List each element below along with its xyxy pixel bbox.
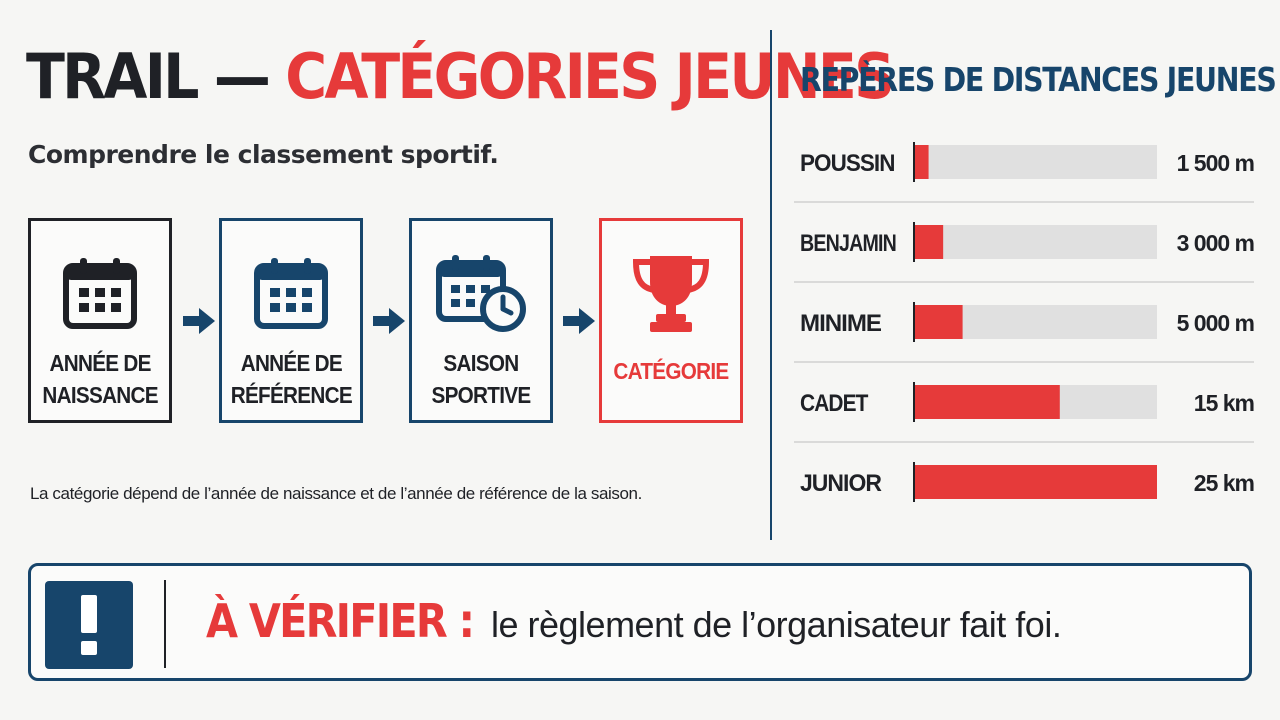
exclamation-icon: [45, 581, 133, 669]
vertical-divider: [770, 30, 772, 540]
bar-track: [914, 145, 1157, 179]
step-label: ANNÉE DE NAISSANCE: [42, 350, 158, 408]
warning-banner: À VÉRIFIER : le règlement de l’organisat…: [28, 563, 1252, 681]
warning-label: À VÉRIFIER :: [206, 594, 475, 648]
bar: [914, 145, 929, 179]
bar: [914, 465, 1157, 499]
category-label: CADET: [800, 390, 869, 417]
step-label: SAISON SPORTIVE: [431, 350, 532, 408]
title-main: TRAIL —: [26, 40, 286, 113]
value-label: 25 km: [1194, 470, 1255, 496]
distance-bar-chart: POUSSIN 1 500 m BENJAMIN 3 000 m MINIME 5 000…: [794, 142, 1256, 502]
calendar-icon: [62, 253, 138, 333]
explanation-note: La catégorie dépend de l’année de naissa…: [30, 484, 642, 503]
calendar-clock-icon: [435, 253, 527, 333]
bar: [914, 225, 944, 259]
bar-track: [914, 225, 1157, 259]
category-label: JUNIOR: [800, 470, 882, 497]
step-reference-year: ANNÉE DE RÉFÉRENCE: [219, 218, 363, 423]
page-subtitle: Comprendre le classement sportif.: [28, 140, 499, 169]
arrow-right-icon: [563, 308, 595, 334]
value-label: 15 km: [1194, 390, 1255, 416]
arrow-right-icon: [183, 308, 215, 334]
chart-title: REPÈRES DE DISTANCES JEUNES: [800, 60, 1277, 99]
value-label: 5 000 m: [1177, 310, 1255, 336]
calendar-icon: [253, 253, 329, 333]
category-label: POUSSIN: [800, 150, 895, 177]
warning-text: le règlement de l’organisateur fait foi.: [491, 604, 1062, 645]
step-birth-year: ANNÉE DE NAISSANCE: [28, 218, 172, 423]
value-label: 1 500 m: [1177, 150, 1255, 176]
trophy-icon: [626, 253, 716, 333]
banner-separator: [164, 580, 166, 668]
title-accent: CATÉGORIES JEUNES: [285, 40, 895, 113]
category-label: MINIME: [800, 310, 882, 337]
step-sport-season: SAISON SPORTIVE: [409, 218, 553, 423]
step-label: ANNÉE DE RÉFÉRENCE: [230, 350, 352, 408]
category-label: BENJAMIN: [800, 230, 896, 257]
step-category: CATÉGORIE: [599, 218, 743, 423]
bar: [914, 305, 963, 339]
step-label: CATÉGORIE: [613, 358, 729, 384]
value-label: 3 000 m: [1177, 230, 1255, 256]
bar: [914, 385, 1060, 419]
page-title: TRAIL — CATÉGORIES JEUNES: [26, 46, 895, 108]
arrow-right-icon: [373, 308, 405, 334]
